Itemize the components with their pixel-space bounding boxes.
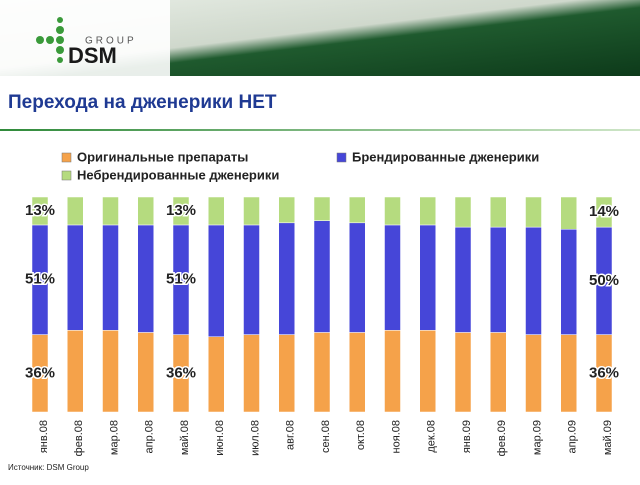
bar-segment (208, 336, 225, 413)
bar-segment (243, 196, 260, 226)
bar-segment (102, 224, 119, 331)
bar-segment (313, 196, 331, 221)
bar-segment (278, 196, 295, 224)
bar-segment (525, 196, 542, 228)
bar-segment (243, 224, 260, 335)
x-tick-label: июл.08 (249, 420, 261, 456)
x-tick-label: май.08 (179, 420, 191, 455)
bar-segment (137, 196, 154, 226)
title-rule (0, 129, 640, 131)
x-tick-label: дек.08 (426, 420, 438, 453)
bar-segment (67, 330, 84, 413)
bar-segment (384, 196, 401, 226)
bar-segment (595, 196, 613, 228)
logo-area (0, 0, 170, 76)
bar-segment (490, 332, 507, 413)
bar-segment (419, 224, 436, 331)
x-tick-label: мар.08 (108, 420, 120, 455)
bar-segment (560, 334, 577, 413)
x-tick-label: сен.08 (320, 420, 332, 453)
bar-segment (419, 196, 436, 226)
bar-segment (525, 334, 542, 413)
x-tick-label: янв.08 (38, 420, 50, 453)
legend-label: Оригинальные препараты (77, 149, 248, 164)
bar-segment (454, 226, 472, 333)
data-label: 36% (589, 364, 619, 381)
bar-segment (454, 332, 472, 413)
legend-swatch (336, 152, 347, 163)
x-tick-label: апр.09 (567, 420, 579, 453)
bar-segment (278, 222, 295, 335)
x-tick-label: фев.08 (73, 420, 85, 456)
bar-segment (208, 224, 225, 337)
bar-segment (278, 334, 295, 413)
bar-segment (102, 196, 119, 226)
data-label: 36% (166, 364, 196, 381)
bar-segment (172, 196, 190, 226)
bar-segment (243, 334, 260, 413)
bar-segment (137, 224, 154, 333)
bar-segment (102, 330, 119, 413)
bar-segment (560, 229, 577, 335)
data-label: 14% (589, 203, 619, 220)
bar-segment (137, 332, 154, 413)
bar-segment (384, 330, 401, 413)
x-tick-label: июн.08 (214, 420, 226, 456)
legend-swatch (61, 152, 72, 163)
bar-segment (490, 196, 507, 228)
legend-label: Брендированные дженерики (352, 149, 539, 164)
legend-label: Небрендированные дженерики (77, 167, 279, 182)
bar-segment (67, 196, 84, 226)
x-tick-label: янв.09 (461, 420, 473, 453)
data-label: 13% (166, 202, 196, 219)
bar-segment (384, 224, 401, 331)
bar-segment (349, 222, 366, 333)
bar-segment (490, 226, 507, 333)
x-tick-label: ноя.08 (390, 420, 402, 453)
source: Источник: DSM Group (8, 463, 89, 472)
slide-title: Перехода на дженерики НЕТ (8, 92, 277, 113)
bar-segment (313, 220, 331, 333)
bar-segment (525, 226, 542, 335)
bar-segment (313, 332, 331, 413)
x-tick-label: мар.09 (531, 420, 543, 455)
x-tick-label: окт.08 (355, 420, 367, 450)
logo-group: GROUP (85, 36, 137, 47)
x-tick-label: фев.09 (496, 420, 508, 456)
bar-segment (419, 330, 436, 413)
bar-segment (349, 196, 366, 224)
logo-name: DSM (68, 43, 117, 68)
bar-segment (349, 332, 366, 413)
data-label: 51% (25, 271, 55, 288)
data-label: 13% (25, 202, 55, 219)
legend-swatch (61, 170, 72, 181)
bar-segment (454, 196, 472, 228)
bar-segment (67, 224, 84, 331)
data-label: 51% (166, 271, 196, 288)
x-tick-label: май.09 (602, 420, 614, 455)
logo-mark (36, 17, 64, 63)
x-tick-label: апр.08 (144, 420, 156, 453)
data-label: 50% (589, 272, 619, 289)
x-tick-label: авг.08 (285, 420, 297, 450)
data-label: 36% (25, 364, 55, 381)
bar-segment (208, 196, 225, 226)
bar-segment (31, 196, 49, 226)
bar-segment (560, 196, 577, 230)
